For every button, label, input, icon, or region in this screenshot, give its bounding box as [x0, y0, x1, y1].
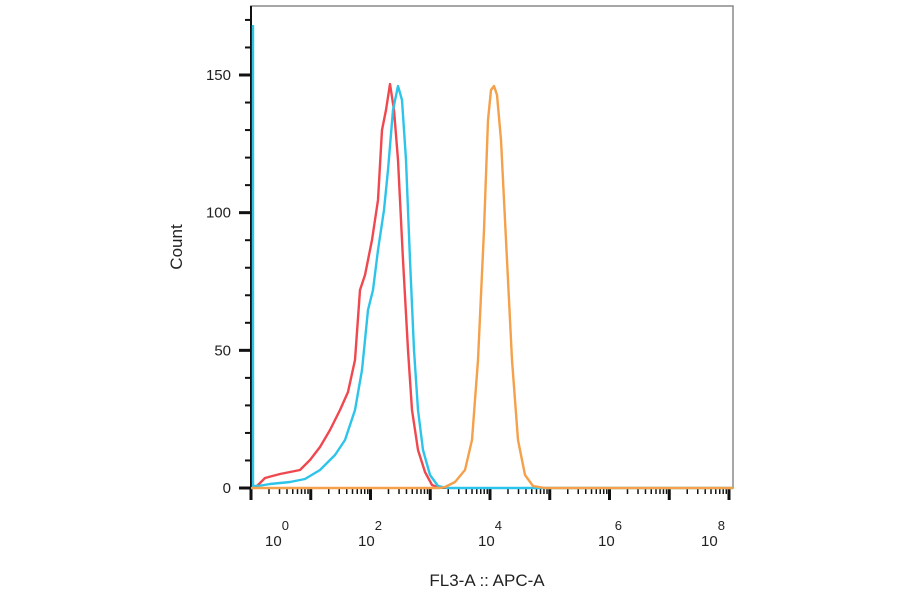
cyan-histogram-line: [251, 25, 733, 490]
x-axis-title: FL3-A :: APC-A: [429, 571, 545, 590]
x-tick-label: 108: [701, 518, 725, 550]
x-axis: 100 102 104 106 108: [239, 487, 733, 550]
y-axis: 0 50 100 150: [206, 6, 252, 500]
y-tick-label: 0: [223, 480, 231, 497]
x-tick-label: 100: [265, 518, 289, 550]
red-histogram-line: [255, 82, 441, 490]
y-tick-label: 50: [214, 342, 231, 359]
x-tick-label: 106: [598, 518, 622, 550]
y-tick-label: 150: [206, 67, 231, 84]
plot-frame: [250, 5, 734, 489]
series-group: [251, 25, 733, 490]
y-tick-label: 100: [206, 205, 231, 222]
x-tick-label: 102: [358, 518, 382, 550]
x-tick-label: 104: [478, 518, 502, 550]
y-axis-title: Count: [167, 224, 186, 270]
orange-histogram-line: [251, 84, 733, 490]
